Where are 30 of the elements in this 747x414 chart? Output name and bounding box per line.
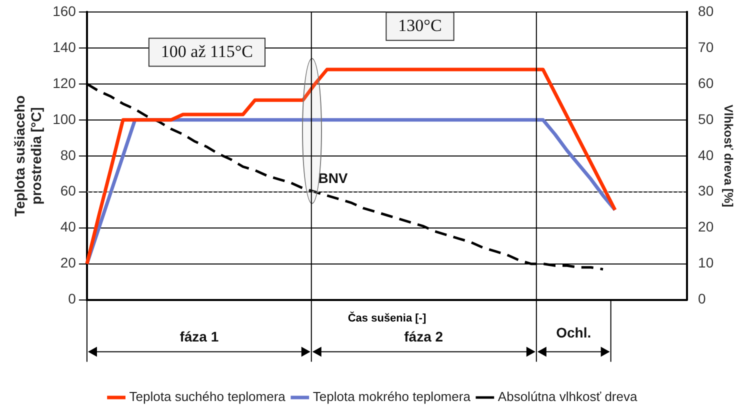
- legend-label: Teplota suchého teplomera: [129, 389, 286, 404]
- y-tick-label: 80: [60, 146, 76, 163]
- y2-tick-label: 40: [698, 146, 714, 163]
- y2-tick-label: 10: [698, 254, 714, 271]
- y2-tick-label: 60: [698, 74, 714, 91]
- annotation: 100 až 115°C: [160, 42, 254, 61]
- text: fáza 1: [180, 328, 219, 345]
- legend-label: Teplota mokrého teplomera: [312, 389, 472, 404]
- y2-tick-label: 80: [698, 2, 714, 19]
- y2-axis-title: Vlhkosť dreva [%]: [721, 104, 736, 208]
- y-tick-label: 120: [52, 74, 76, 91]
- y-tick-label: 140: [52, 38, 76, 55]
- annotation: BNV: [318, 170, 348, 186]
- y2-tick-label: 0: [698, 290, 706, 307]
- y2-tick-label: 70: [698, 38, 714, 55]
- y-axis-title: Teplota sušiaceho prostredia [°C]: [11, 95, 44, 216]
- y-tick-label: 40: [60, 218, 76, 235]
- y2-tick-label: 50: [698, 110, 714, 127]
- y-tick-label: 160: [52, 2, 76, 19]
- y-tick-label: 0: [68, 290, 76, 307]
- x-axis-title: Čas sušenia [-]: [348, 311, 426, 324]
- y-tick-label: 20: [60, 254, 76, 271]
- y-tick-label: 100: [52, 110, 76, 127]
- legend-label: Absolútna vlhkosť dreva: [498, 389, 638, 404]
- text: Ochl.: [556, 324, 592, 341]
- y2-tick-label: 30: [698, 182, 714, 199]
- annotation: 130°C: [398, 16, 442, 35]
- y-tick-label: 60: [60, 182, 76, 199]
- y2-tick-label: 20: [698, 218, 714, 235]
- text: fáza 2: [404, 328, 444, 345]
